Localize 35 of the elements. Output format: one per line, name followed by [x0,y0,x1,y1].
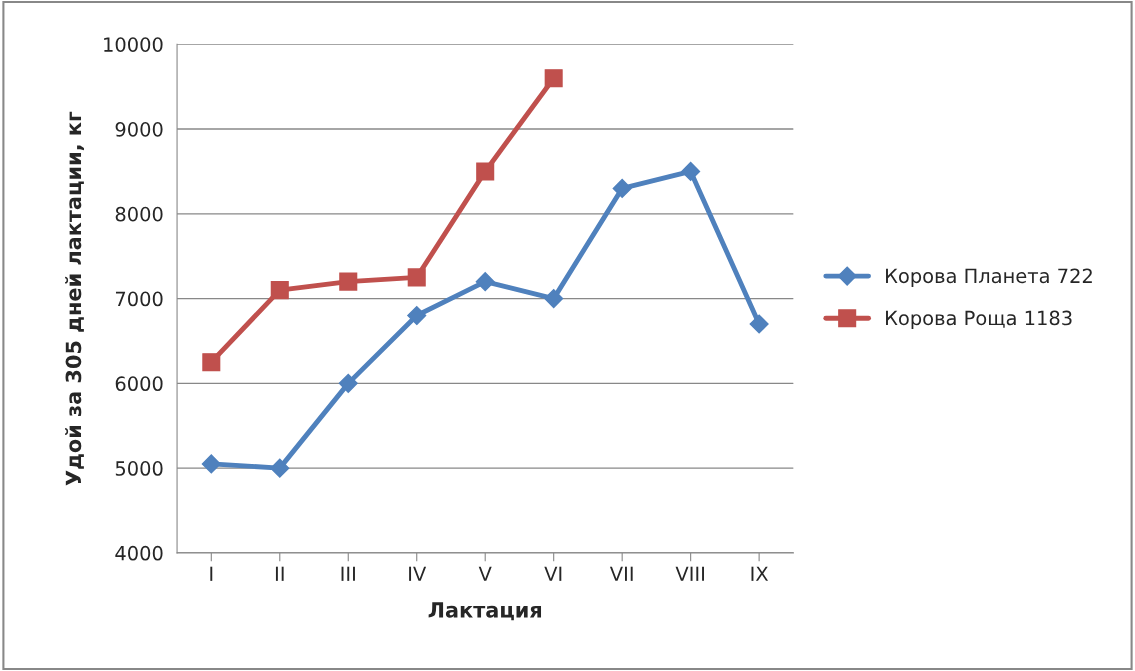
point [407,306,427,326]
y-tick-label: 8000 [115,206,163,222]
y-tick-label: 9000 [115,122,163,137]
legend-label: Корова Планета 722 [886,268,1092,287]
point [681,161,701,181]
point [749,314,769,334]
y-tick-label: 6000 [115,376,163,392]
x-tick-label: VI [544,566,562,581]
x-tick-label: II [275,566,284,581]
point [270,281,289,300]
x-axis-title: Лактация [428,602,542,621]
point [339,272,358,291]
point [270,458,290,478]
x-tick-label: V [478,566,492,581]
x-tick-label: IV [409,566,427,581]
point [544,289,564,309]
point [202,353,221,372]
point [475,272,495,292]
x-tick-label: I [210,566,213,581]
point [544,69,563,88]
x-tick-label: IX [751,566,769,581]
point [407,268,426,287]
x-tick-label: VII [609,566,633,581]
point [201,454,221,474]
y-tick-label: 4000 [115,545,163,561]
y-tick-label: 10000 [104,37,163,52]
y-tick-label: 5000 [115,461,163,476]
y-axis-title: Удой за 305 дней лактации, кг [65,111,84,486]
legend-label: Корова Роща 1183 [886,310,1072,330]
point [338,373,358,393]
point [612,178,632,198]
y-tick-label: 7000 [115,291,163,307]
x-tick-label: III [341,566,355,581]
x-tick-label: VIII [675,566,704,581]
point [476,162,495,181]
